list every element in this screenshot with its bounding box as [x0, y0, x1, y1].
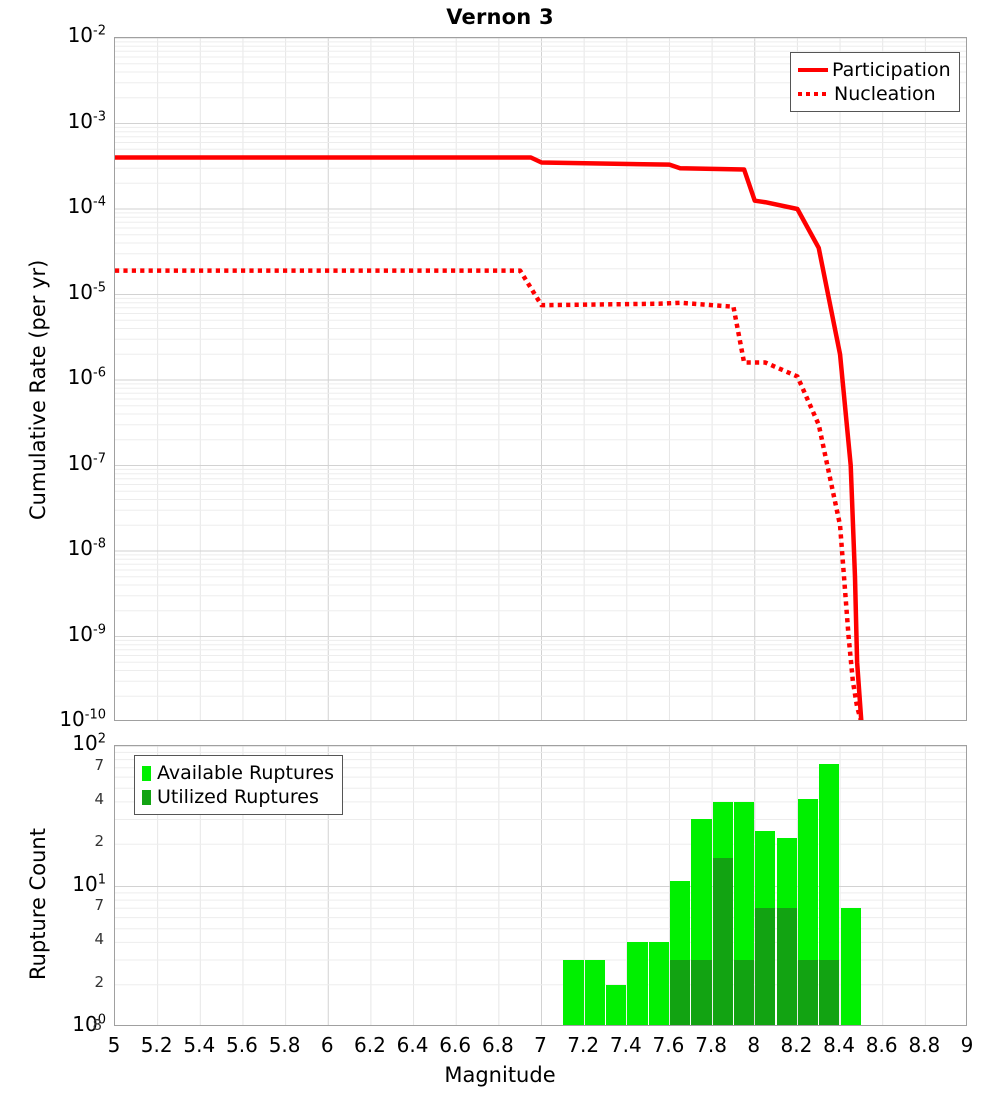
top-y-axis-label: Cumulative Rate (per yr)	[26, 259, 50, 520]
legend-item: Available Ruptures	[142, 761, 334, 785]
x-tick: 8.2	[780, 1033, 813, 1057]
x-tick: 8	[747, 1033, 761, 1057]
bottom-legend: Available Ruptures Utilized Ruptures	[134, 755, 343, 815]
x-tick: 7.8	[695, 1033, 727, 1057]
legend-label: Nucleation	[834, 83, 936, 105]
top-y-tick: 10-6	[67, 365, 106, 389]
x-tick: 9	[960, 1033, 974, 1057]
legend-label: Participation	[832, 59, 951, 81]
utilized-rupture-bar	[819, 959, 840, 1025]
series-nucleation	[115, 268, 864, 720]
available-rupture-bar	[563, 959, 584, 1025]
legend-item: Nucleation	[798, 82, 951, 106]
x-tick: 6.4	[396, 1033, 429, 1057]
x-tick: 6.2	[353, 1033, 386, 1057]
utilized-rupture-bar	[798, 959, 819, 1025]
x-tick: 8.8	[908, 1033, 941, 1057]
x-tick: 7	[534, 1033, 547, 1057]
x-tick: 8.4	[823, 1033, 855, 1057]
available-rupture-bar	[840, 908, 861, 1025]
legend-label: Utilized Ruptures	[157, 786, 319, 808]
utilized-rupture-bar	[776, 908, 797, 1025]
bottom-y-minor-tick: 2	[94, 832, 104, 851]
x-tick: 6	[320, 1033, 334, 1057]
x-tick: 7.4	[609, 1033, 642, 1057]
dotted-line-icon	[798, 92, 828, 96]
x-tick: 5.8	[268, 1033, 301, 1057]
available-rupture-bar	[819, 763, 840, 1025]
available-rupture-bar	[648, 942, 669, 1025]
bottom-y-tick: 100	[72, 1012, 106, 1036]
legend-label: Available Ruptures	[157, 762, 334, 784]
top-y-tick: 10-9	[67, 621, 106, 646]
x-tick: 7.6	[652, 1033, 685, 1057]
bottom-y-minor-tick: 7	[94, 896, 104, 915]
bottom-y-axis-label: Rupture Count	[26, 828, 50, 980]
bottom-y-tick: 102	[72, 731, 106, 755]
bottom-y-minor-tick: 2	[94, 972, 104, 991]
top-y-tick: 10-10	[59, 707, 106, 731]
top-y-tick: 10-4	[67, 194, 106, 218]
top-y-tick: 10-3	[67, 108, 106, 133]
x-tick: 5.2	[140, 1033, 173, 1057]
x-tick: 5.6	[226, 1033, 258, 1057]
legend-item: Participation	[798, 58, 951, 82]
top-series-layer	[115, 155, 864, 720]
legend-item: Utilized Ruptures	[142, 785, 334, 809]
bottom-y-minor-tick: 7	[94, 755, 104, 774]
x-tick: 7.2	[567, 1033, 600, 1057]
utilized-rupture-bar	[670, 959, 691, 1025]
series-participation	[115, 155, 864, 720]
color-swatch-icon	[142, 789, 151, 805]
x-tick: 8.6	[865, 1033, 898, 1057]
top-grid	[115, 38, 966, 720]
available-rupture-bar	[584, 959, 605, 1025]
utilized-rupture-bar	[755, 908, 776, 1025]
utilized-rupture-bar	[712, 857, 733, 1025]
x-axis-label: Magnitude	[444, 1063, 556, 1087]
available-rupture-bar	[606, 984, 627, 1025]
color-swatch-icon	[142, 765, 151, 781]
top-y-tick: 10-5	[67, 279, 106, 304]
cumulative-rate-plot	[114, 37, 967, 721]
x-tick: 6.6	[439, 1033, 472, 1057]
available-rupture-bar	[627, 942, 648, 1025]
top-legend: Participation Nucleation	[790, 52, 960, 112]
bottom-y-minor-tick: 4	[94, 789, 104, 808]
bottom-y-tick: 101	[72, 871, 106, 896]
x-tick: 5	[107, 1033, 121, 1057]
top-y-tick: 10-8	[67, 536, 106, 560]
bottom-y-overflow-tick: 8	[92, 1016, 102, 1034]
top-y-tick: 10-2	[67, 23, 106, 47]
page-title: Vernon 3	[446, 5, 554, 29]
x-tick: 5.4	[183, 1033, 216, 1057]
top-y-tick: 10-7	[67, 450, 106, 475]
solid-line-icon	[798, 68, 828, 72]
x-tick: 6.8	[481, 1033, 514, 1057]
utilized-rupture-bar	[734, 959, 755, 1025]
utilized-rupture-bar	[691, 959, 712, 1025]
bottom-y-minor-tick: 4	[94, 930, 104, 949]
